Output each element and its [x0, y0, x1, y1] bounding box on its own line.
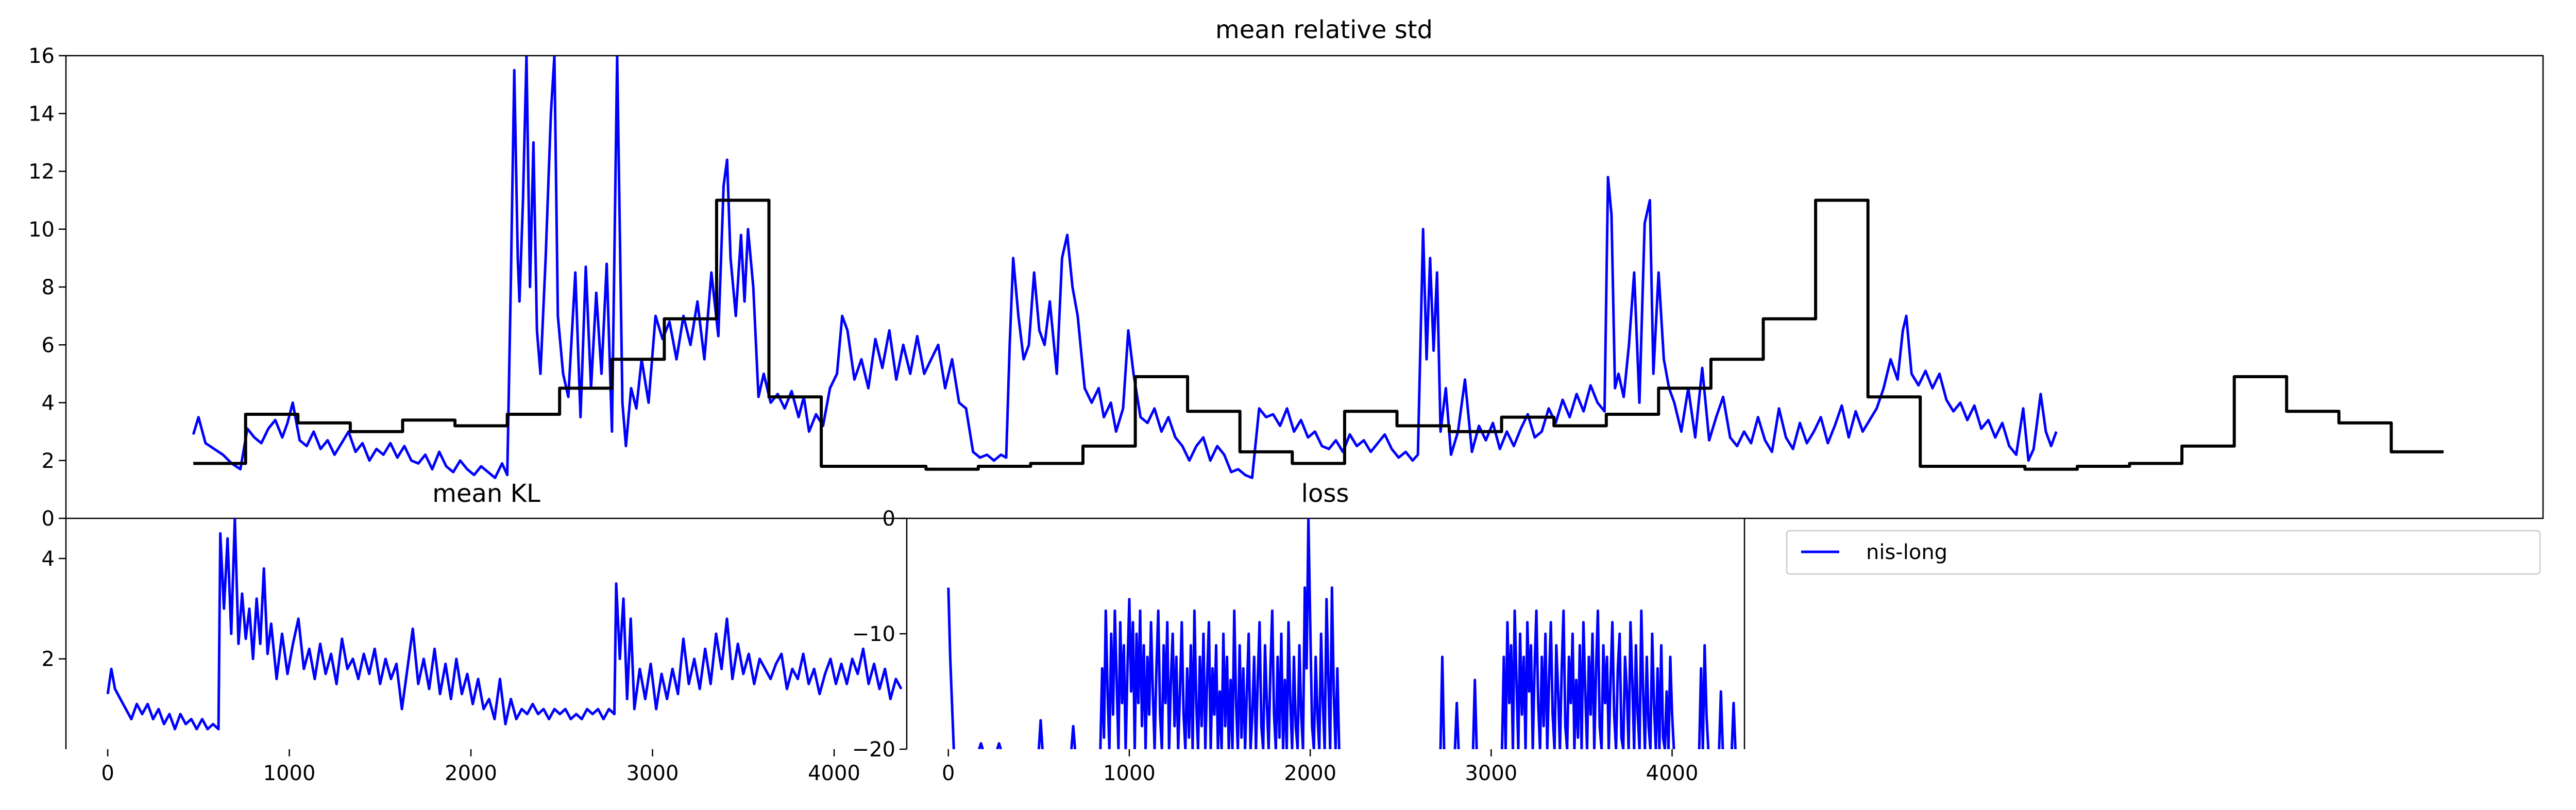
kl-panel: mean KL 24 0 1000 2000 3000 4000 [42, 479, 903, 785]
loss-series-0-line-seg-3 [1037, 719, 1044, 749]
std-y-tick-label: 6 [42, 333, 55, 357]
std-panel: mean relative std 0 2 4 6 8 10 12 14 16 [28, 15, 2544, 531]
legend: nis-long [1786, 530, 2541, 575]
kl-plot-area [106, 518, 903, 731]
kl-x-axis: 0 1000 2000 3000 4000 [101, 749, 860, 785]
loss-series-0-line-seg-8 [1471, 679, 1478, 749]
loss-series-0-line-seg-12 [1730, 701, 1737, 749]
std-frame [65, 55, 2544, 519]
kl-title: mean KL [432, 479, 540, 508]
loss-x-tick-label: 0 [942, 762, 955, 785]
loss-y-tick-label: −20 [852, 738, 895, 762]
loss-series-0-line-seg-0 [947, 587, 955, 749]
loss-plot-area [947, 518, 1737, 749]
loss-y-axis: 0 −10 −20 [852, 507, 907, 762]
std-title: mean relative std [1215, 15, 1433, 44]
loss-series-0-line-seg-11 [1718, 690, 1724, 749]
legend-label: nis-long [1866, 541, 1947, 564]
loss-x-axis: 0 1000 2000 3000 4000 [942, 749, 1698, 785]
loss-series-0-line-seg-10 [1698, 644, 1710, 749]
loss-x-tick-label: 2000 [1284, 762, 1336, 785]
kl-x-tick-label: 1000 [263, 762, 316, 785]
kl-y-tick-label: 4 [42, 547, 55, 571]
kl-x-tick-label: 2000 [445, 762, 497, 785]
loss-x-tick-label: 4000 [1646, 762, 1699, 785]
kl-y-axis: 24 [42, 547, 66, 671]
loss-series-0-line-seg-1 [978, 742, 984, 749]
loss-series-0-line-seg-7 [1453, 701, 1460, 749]
loss-series-0-line-seg-4 [1070, 724, 1077, 749]
kl-x-tick-label: 0 [101, 762, 114, 785]
std-y-tick-label: 16 [28, 44, 55, 68]
std-plot-area [192, 56, 2444, 479]
loss-y-tick-label: 0 [883, 507, 895, 531]
loss-series-0-line-seg-5 [1099, 518, 1341, 749]
std-y-tick-label: 10 [28, 218, 55, 242]
kl-series-0-line [106, 518, 903, 731]
loss-y-tick-label: −10 [852, 622, 895, 646]
std-series-1-line [193, 198, 2444, 471]
legend-box [1786, 530, 2541, 575]
loss-series-0-line-seg-9 [1500, 609, 1675, 749]
std-y-tick-label: 4 [42, 392, 55, 415]
kl-x-tick-label: 3000 [626, 762, 679, 785]
kl-x-tick-label: 4000 [808, 762, 860, 785]
loss-series-0-line-seg-6 [1439, 655, 1446, 749]
std-y-tick-label: 2 [42, 449, 55, 473]
loss-x-tick-label: 1000 [1103, 762, 1156, 785]
loss-title: loss [1301, 479, 1349, 508]
std-y-tick-label: 14 [28, 102, 55, 126]
std-y-tick-label: 8 [42, 276, 55, 299]
std-y-axis: 0 2 4 6 8 10 12 14 16 [28, 44, 66, 531]
std-y-tick-label: 12 [28, 160, 55, 184]
std-y-tick-label: 0 [42, 507, 55, 531]
loss-series-0-line-seg-2 [996, 742, 1002, 749]
loss-x-tick-label: 3000 [1465, 762, 1517, 785]
std-series-0-line [192, 56, 2058, 479]
loss-panel: loss 0 −10 −20 0 1000 2000 3000 4000 [852, 479, 1745, 785]
kl-y-tick-label: 2 [42, 648, 55, 671]
